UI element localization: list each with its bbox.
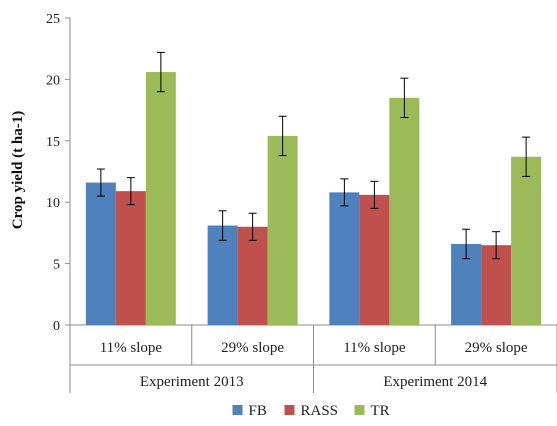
y-tick-label: 25 xyxy=(46,12,60,27)
bar-fb xyxy=(85,182,116,325)
y-tick-label: 10 xyxy=(46,196,60,211)
legend-swatch-rass xyxy=(284,405,295,415)
category-label: 29% slope xyxy=(221,340,284,356)
y-tick-label: 15 xyxy=(46,135,60,150)
y-tick-label: 5 xyxy=(53,258,60,273)
bar-fb xyxy=(329,192,360,325)
legend-swatch-fb xyxy=(232,405,243,415)
group-label: Experiment 2014 xyxy=(383,374,487,390)
plot-area: 0 5 10 15 20 25 11% slope 29% slope 11% slope 29%… xyxy=(46,12,557,419)
category-label: 29% slope xyxy=(465,340,528,356)
group-label: Experiment 2013 xyxy=(140,374,244,390)
legend-label-fb: FB xyxy=(249,403,267,419)
legend-label-rass: RASS xyxy=(301,403,339,419)
category-label: 11% slope xyxy=(100,340,163,356)
y-tick-label: 0 xyxy=(53,319,60,334)
y-tick-label: 20 xyxy=(46,73,60,88)
bar-tr xyxy=(389,97,420,325)
bar-tr xyxy=(267,135,298,325)
bar-tr xyxy=(145,72,176,325)
bar-tr xyxy=(511,156,542,325)
legend-swatch-tr xyxy=(354,405,365,415)
bar-rass xyxy=(359,194,390,325)
legend-label-tr: TR xyxy=(371,403,390,419)
bar-fb xyxy=(207,225,238,325)
bar-rass xyxy=(237,226,268,325)
category-label: 11% slope xyxy=(343,340,406,356)
y-axis-title: Crop yield (t ha-1) xyxy=(10,111,26,229)
bar-rass xyxy=(115,191,146,325)
